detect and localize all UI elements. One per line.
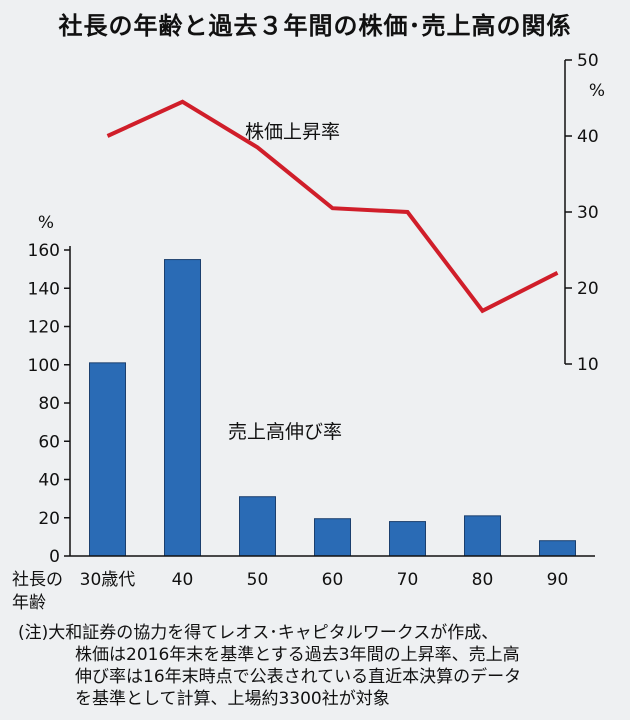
x-tick-label: 30歳代 [80, 570, 136, 590]
bar-series-label: 売上高伸び率 [228, 421, 342, 443]
left-tick-label: 120 [28, 318, 60, 338]
x-tick-label: 80 [472, 570, 494, 590]
footnote-line: (注)大和証券の協力を得てレオス･キャピタルワークスが作成、 [18, 623, 499, 643]
footnote: (注)大和証券の協力を得てレオス･キャピタルワークスが作成、 株価は2016年末… [18, 622, 618, 710]
left-tick-label: 100 [28, 356, 60, 376]
right-axis: 10 20 30 40 50% [564, 51, 605, 375]
x-tick-label: 40 [172, 570, 194, 590]
right-tick-label: 10 [577, 355, 599, 375]
line-series-label: 株価上昇率 [245, 121, 340, 143]
left-tick-label: 20 [38, 509, 60, 529]
x-tick-label: 60 [322, 570, 344, 590]
bar [314, 518, 351, 557]
line-series [106, 99, 559, 314]
x-tick-label: 50 [247, 570, 269, 590]
right-tick-label: 20 [577, 279, 599, 299]
left-tick-label: 40 [38, 471, 60, 491]
right-tick-label: 50 [577, 51, 599, 71]
x-axis: 30歳代 40 50 60 70 80 90 社長の年齢 [12, 555, 595, 613]
x-tick-label: 90 [547, 570, 569, 590]
right-tick-label: 40 [577, 127, 599, 147]
left-axis-unit: % [38, 213, 54, 233]
bar [89, 362, 126, 557]
left-tick-label: 80 [38, 394, 60, 414]
left-tick-label: 140 [28, 279, 60, 299]
bar [464, 515, 501, 557]
x-tick-label: 70 [397, 570, 419, 590]
left-tick-label: 60 [38, 432, 60, 452]
bar [539, 540, 576, 557]
chart-title: 社長の年齢と過去３年間の株価･売上高の関係 [58, 12, 572, 40]
footnote-line: 伸び率は16年末時点で公表されている直近本決算のデータ [75, 667, 522, 687]
bar-series [89, 259, 576, 557]
bar [239, 496, 276, 557]
x-axis-label: 年齢 [12, 593, 46, 613]
right-axis-unit: % [589, 81, 605, 101]
bar [164, 259, 201, 557]
combo-chart: 0 20 40 60 80 100 120 140 160% 10 20 30 40 50% 30歳代 4… [12, 51, 605, 613]
left-axis: 0 20 40 60 80 100 120 140 160% [28, 213, 71, 567]
left-tick-label: 0 [49, 547, 60, 567]
x-axis-label: 社長の [12, 570, 63, 590]
left-tick-label: 160 [28, 241, 60, 261]
right-tick-label: 30 [577, 203, 599, 223]
bar [389, 521, 426, 557]
footnote-line: 株価は2016年末を基準とする過去3年間の上昇率、売上高 [75, 645, 520, 665]
footnote-line: を基準として計算、上場約3300社が対象 [75, 689, 390, 709]
